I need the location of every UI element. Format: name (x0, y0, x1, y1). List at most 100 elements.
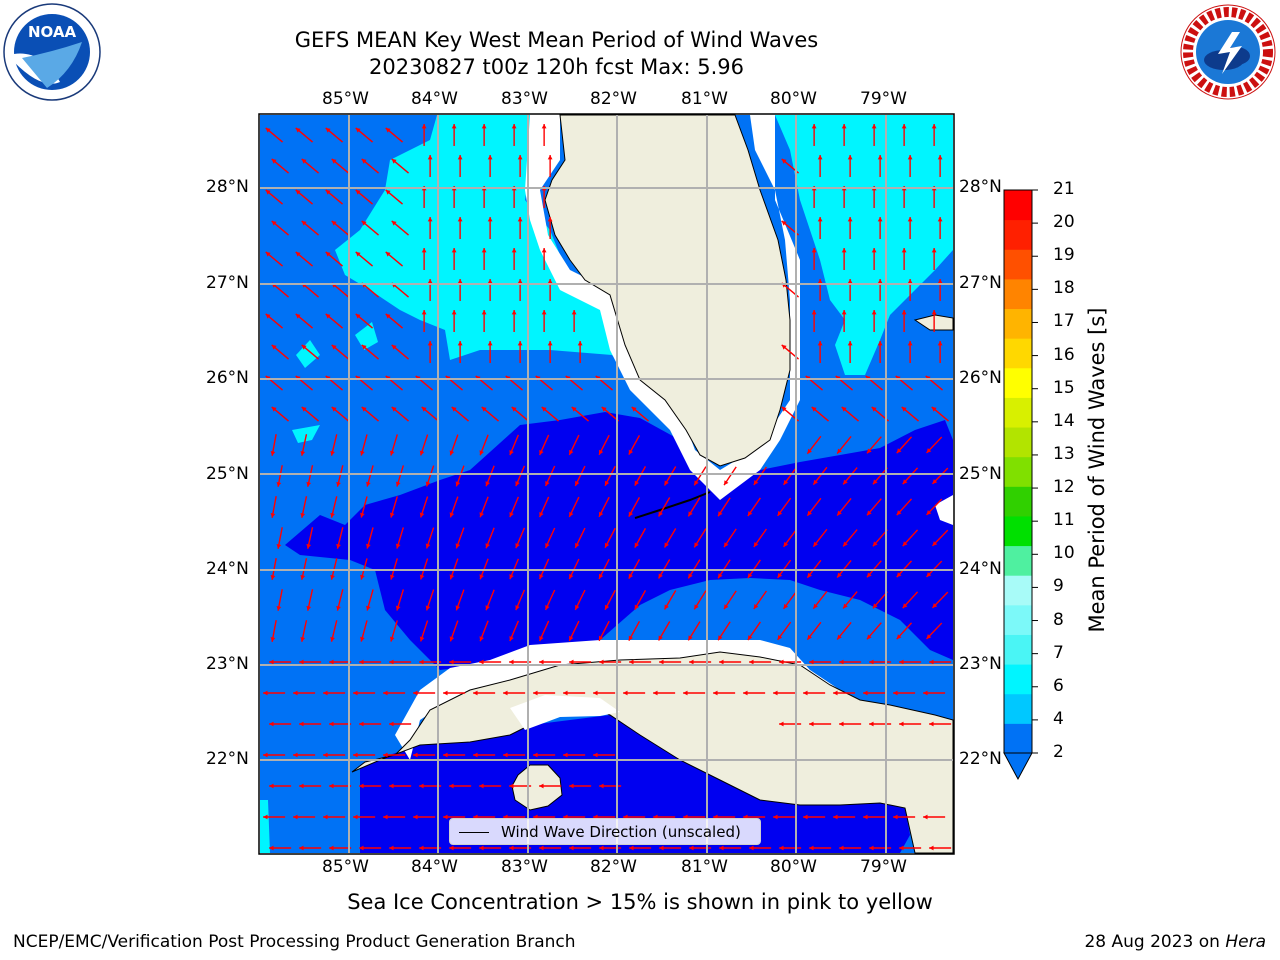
wave-direction-arrowhead (295, 127, 301, 133)
wave-direction-arrowhead (425, 605, 431, 611)
wave-direction-arrowhead (545, 543, 550, 549)
wave-direction-arrowhead (833, 814, 838, 820)
wave-direction-arrowhead (837, 572, 842, 578)
land-isla (511, 764, 563, 811)
wave-direction-arrowhead (747, 635, 753, 641)
wave-direction-arrowhead (511, 124, 517, 129)
wave-direction-arrowhead (773, 690, 778, 696)
wave-direction-arrowhead (777, 572, 783, 578)
wave-direction-arrowhead (419, 574, 425, 580)
wave-direction-arrowhead (896, 634, 902, 640)
wave-direction-arrowhead (270, 513, 276, 518)
land-keys (634, 491, 711, 519)
wave-direction-arrowhead (869, 721, 874, 727)
wave-direction-arrowhead (353, 752, 358, 758)
wave-direction-arrowhead (753, 604, 759, 610)
wave-direction-arrowhead (391, 220, 397, 226)
wave-direction-arrowhead (391, 158, 397, 164)
wave-direction-arrowhead (395, 481, 401, 487)
lon-label-bottom: 82°W (590, 857, 637, 877)
wave-direction-arrowhead (866, 448, 872, 454)
wave-direction-arrowhead (271, 220, 277, 226)
lat-label-right: 24°N (959, 559, 1002, 579)
wave-direction-arrowhead (598, 573, 604, 579)
wave-direction-arrowhead (355, 189, 361, 195)
wave-direction-arrowhead (265, 251, 271, 257)
wave-direction-arrowhead (599, 659, 604, 665)
wave-direction-arrowhead (807, 634, 812, 640)
wave-direction-arrowhead (817, 217, 823, 222)
wave-direction-arrowhead (419, 450, 425, 456)
wave-direction-arrowhead (389, 574, 395, 580)
wave-direction-arrowhead (781, 406, 787, 412)
colorbar-tick-label: 4 (1053, 708, 1064, 729)
colorbar-tick-label: 20 (1053, 212, 1075, 233)
wave-direction-arrowhead (299, 845, 304, 851)
wave-direction-arrowhead (688, 573, 693, 579)
wave-direction-arrowhead (777, 634, 783, 640)
wave-direction-arrowhead (893, 814, 898, 820)
wave-direction-arrowhead (541, 124, 547, 129)
wave-direction-arrowhead (837, 634, 842, 640)
wave-direction-arrowhead (427, 155, 433, 160)
wave-direction-arrowhead (628, 511, 634, 517)
wave-direction-arrowhead (331, 158, 337, 164)
lat-label-left: 23°N (206, 654, 249, 674)
wave-direction-arrowhead (598, 635, 604, 641)
colorbar-tick-label: 12 (1053, 477, 1075, 498)
wave-direction-arrowhead (383, 814, 388, 820)
wave-direction-arrowhead (385, 127, 391, 133)
wave-direction-arrowhead (503, 752, 508, 758)
wave-direction-arrowhead (481, 406, 487, 412)
colorbar-segment (1004, 308, 1032, 339)
wave-direction-arrowhead (293, 814, 298, 820)
wave-direction-arrowhead (813, 603, 818, 609)
wave-direction-arrowhead (359, 721, 364, 727)
footer-credit: NCEP/EMC/Verification Post Processing Pr… (13, 932, 576, 952)
wave-direction-arrowhead (517, 155, 523, 160)
wave-direction-arrowhead (923, 690, 928, 696)
wave-direction-arrowhead (629, 659, 634, 665)
lat-label-right: 28°N (959, 177, 1002, 197)
wave-direction-arrowhead (443, 690, 448, 696)
colorbar-segment (1004, 634, 1032, 665)
wave-direction-arrowhead (541, 248, 547, 253)
wave-direction-arrowhead (753, 542, 759, 548)
wave-direction-arrowhead (330, 574, 335, 580)
wave-direction-arrowhead (547, 217, 553, 222)
wave-direction-arrowhead (901, 406, 907, 412)
wave-direction-arrowhead (593, 752, 598, 758)
wave-direction-arrowhead (449, 512, 455, 518)
wave-direction-arrowhead (419, 783, 424, 789)
footer-date: 28 Aug 2023 on Hera (1084, 932, 1266, 952)
wave-direction-arrowhead (487, 279, 493, 284)
colorbar-segment (1004, 367, 1032, 398)
wave-direction-arrowhead (929, 845, 934, 851)
lat-label-right: 26°N (959, 368, 1002, 388)
wave-direction-arrowhead (926, 448, 932, 453)
wave-direction-arrowhead (899, 721, 904, 727)
wave-direction-arrowhead (511, 248, 517, 253)
band-4-6-edge (260, 800, 270, 853)
wave-direction-arrowhead (749, 845, 754, 851)
colorbar-tick-label: 2 (1053, 742, 1064, 762)
wave-direction-arrowhead (571, 310, 577, 315)
wave-direction-arrowhead (547, 279, 553, 284)
wave-direction-arrowhead (449, 845, 454, 851)
wave-direction-arrowhead (485, 605, 490, 611)
wave-direction-arrowhead (907, 341, 913, 346)
chart-subtitle: 20230827 t00z 120h fcst Max: 5.96 (369, 55, 744, 79)
wave-direction-arrowhead (937, 341, 943, 346)
wave-direction-arrowhead (383, 752, 388, 758)
wave-direction-arrowhead (269, 845, 274, 851)
colorbar (1003, 189, 1038, 781)
wave-direction-arrowhead (457, 155, 463, 160)
wave-direction-arrowhead (779, 721, 784, 727)
wave-direction-arrowhead (926, 572, 932, 577)
wave-direction-arrowhead (872, 603, 878, 609)
wave-direction-arrowhead (515, 481, 520, 487)
wave-direction-arrowhead (360, 450, 365, 456)
wave-direction-arrowhead (577, 341, 583, 346)
wave-direction-arrowhead (604, 480, 610, 486)
wave-direction-arrowhead (361, 406, 367, 412)
